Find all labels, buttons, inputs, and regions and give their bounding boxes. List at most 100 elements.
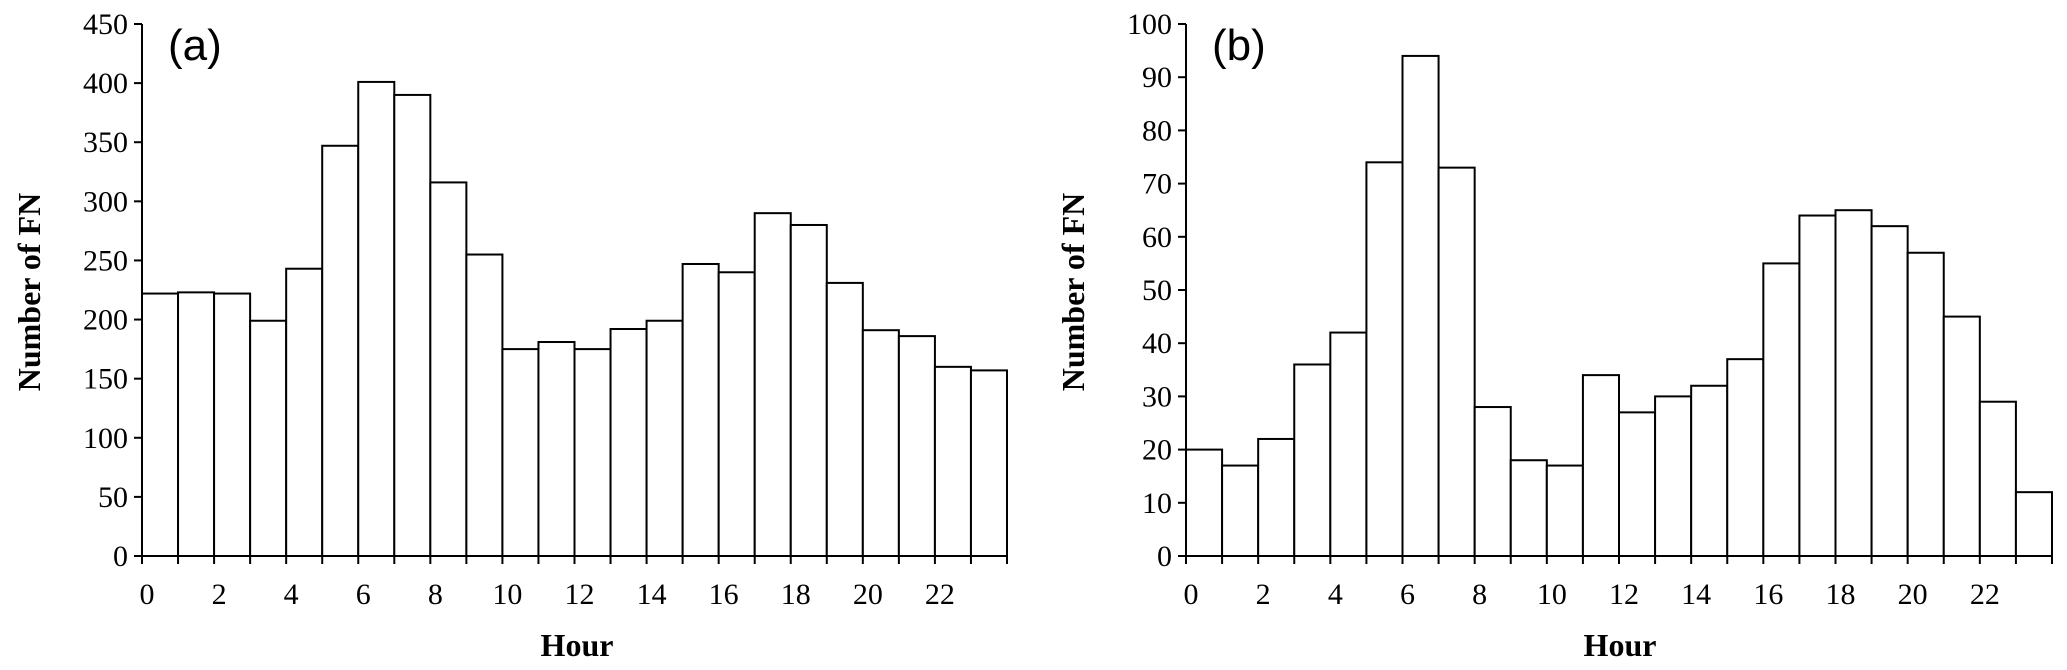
chart-panel-b: (b) Number of FN Hour 010203040506070809…: [1055, 8, 2054, 663]
bar-b-hour-17: [1798, 214, 1837, 558]
x-tick-label-b-0: 0: [1184, 578, 1199, 611]
x-tick-label-b-16: 16: [1753, 578, 1783, 611]
x-tick-label-a-6: 6: [356, 578, 371, 611]
bar-b-hour-11: [1581, 374, 1621, 557]
y-tick-label-b-10: 10: [1142, 487, 1172, 520]
bar-b-hour-3: [1293, 363, 1332, 558]
y-tick-label-b-70: 70: [1142, 168, 1172, 201]
bar-a-hour-23: [969, 369, 1009, 558]
y-tick-label-a-200: 200: [83, 304, 128, 337]
x-tick-label-a-12: 12: [565, 578, 595, 611]
x-tick-label-b-4: 4: [1328, 578, 1343, 611]
bar-a-hour-0: [141, 292, 180, 557]
bar-b-hour-8: [1473, 406, 1512, 558]
y-axis-title-a: Number of FN: [11, 193, 47, 392]
y-tick-label-a-250: 250: [83, 244, 128, 277]
bar-a-hour-19: [825, 281, 864, 557]
y-tick-label-a-50: 50: [98, 481, 128, 514]
bar-b-hour-9: [1509, 459, 1548, 557]
x-tick-label-b-14: 14: [1681, 578, 1711, 611]
bar-b-hour-4: [1329, 331, 1368, 557]
x-tick-label-a-8: 8: [428, 578, 443, 611]
bar-b-hour-13: [1654, 395, 1693, 557]
bar-a-hour-10: [501, 348, 540, 557]
y-tick-label-b-0: 0: [1157, 540, 1172, 573]
bar-b-hour-14: [1690, 384, 1729, 558]
bar-a-hour-7: [393, 93, 432, 558]
panel-label-b: (b): [1212, 21, 1266, 70]
y-tick-label-a-100: 100: [83, 422, 128, 455]
y-tick-label-b-80: 80: [1142, 114, 1172, 147]
panel-label-a: (a): [168, 21, 222, 70]
bar-b-hour-2: [1257, 437, 1296, 557]
x-tick-label-a-16: 16: [709, 578, 739, 611]
bar-a-hour-11: [537, 341, 576, 557]
x-tick-label-a-18: 18: [781, 578, 811, 611]
x-tick-label-b-18: 18: [1826, 578, 1856, 611]
bar-a-hour-15: [681, 262, 720, 557]
bar-a-hour-4: [285, 267, 324, 557]
bar-b-hour-22: [1978, 400, 2017, 557]
bar-a-hour-12: [573, 348, 612, 557]
bar-b-hour-18: [1834, 209, 1873, 557]
chart-panel-a: (a) Number of FN Hour 050100150200250300…: [11, 8, 1009, 663]
y-tick-label-a-400: 400: [83, 67, 128, 100]
bar-a-hour-1: [177, 291, 216, 557]
bar-a-hour-6: [357, 80, 396, 558]
bar-b-hour-23: [2014, 491, 2054, 558]
bar-a-hour-5: [321, 144, 360, 558]
y-axis-title-b: Number of FN: [1055, 193, 1091, 392]
bar-a-hour-14: [645, 319, 684, 557]
x-tick-label-a-20: 20: [853, 578, 883, 611]
bar-b-hour-7: [1437, 166, 1476, 557]
y-tick-label-a-150: 150: [83, 363, 128, 396]
bar-b-hour-15: [1726, 358, 1765, 557]
y-tick-label-a-350: 350: [83, 126, 128, 159]
bar-b-hour-1: [1221, 464, 1260, 557]
bar-a-hour-17: [753, 212, 792, 557]
bar-a-hour-9: [465, 253, 504, 557]
x-tick-label-b-20: 20: [1898, 578, 1928, 611]
bar-b-hour-20: [1906, 251, 1945, 557]
y-tick-label-b-30: 30: [1142, 380, 1172, 413]
bar-b-hour-12: [1618, 411, 1657, 557]
bar-a-hour-13: [609, 328, 648, 558]
x-tick-label-b-12: 12: [1609, 578, 1639, 611]
y-tick-label-b-20: 20: [1142, 434, 1172, 467]
bar-a-hour-20: [861, 329, 900, 558]
x-tick-label-a-0: 0: [140, 578, 155, 611]
x-axis-title-a: Hour: [541, 627, 614, 663]
x-tick-label-a-10: 10: [492, 578, 522, 611]
x-tick-label-b-6: 6: [1400, 578, 1415, 611]
y-tick-label-b-90: 90: [1142, 61, 1172, 94]
x-tick-label-a-14: 14: [637, 578, 667, 611]
bar-b-hour-10: [1545, 464, 1584, 557]
bar-b-hour-19: [1870, 225, 1909, 557]
bar-b-hour-21: [1942, 315, 1981, 557]
bar-a-hour-3: [249, 319, 288, 557]
x-tick-label-b-2: 2: [1256, 578, 1271, 611]
bar-b-hour-0: [1185, 448, 1224, 558]
bar-b-hour-6: [1401, 54, 1440, 557]
bar-b-hour-16: [1762, 262, 1801, 557]
bar-a-hour-18: [789, 223, 828, 557]
y-tick-label-b-100: 100: [1127, 8, 1172, 41]
x-axis-title-b: Hour: [1584, 627, 1657, 663]
x-tick-label-a-2: 2: [212, 578, 227, 611]
y-tick-label-a-450: 450: [83, 8, 128, 41]
y-tick-label-a-0: 0: [113, 540, 128, 573]
x-tick-label-b-8: 8: [1472, 578, 1487, 611]
y-tick-label-a-300: 300: [83, 185, 128, 218]
y-tick-label-b-40: 40: [1142, 327, 1172, 360]
bar-a-hour-2: [213, 292, 252, 557]
y-tick-label-b-50: 50: [1142, 274, 1172, 307]
bar-a-hour-16: [717, 271, 756, 557]
bar-a-hour-22: [933, 365, 972, 557]
x-tick-label-a-22: 22: [925, 578, 955, 611]
bar-b-hour-5: [1365, 161, 1404, 557]
bar-a-hour-8: [429, 181, 468, 557]
y-tick-label-b-60: 60: [1142, 221, 1172, 254]
x-tick-label-b-10: 10: [1537, 578, 1567, 611]
x-tick-label-a-4: 4: [284, 578, 299, 611]
